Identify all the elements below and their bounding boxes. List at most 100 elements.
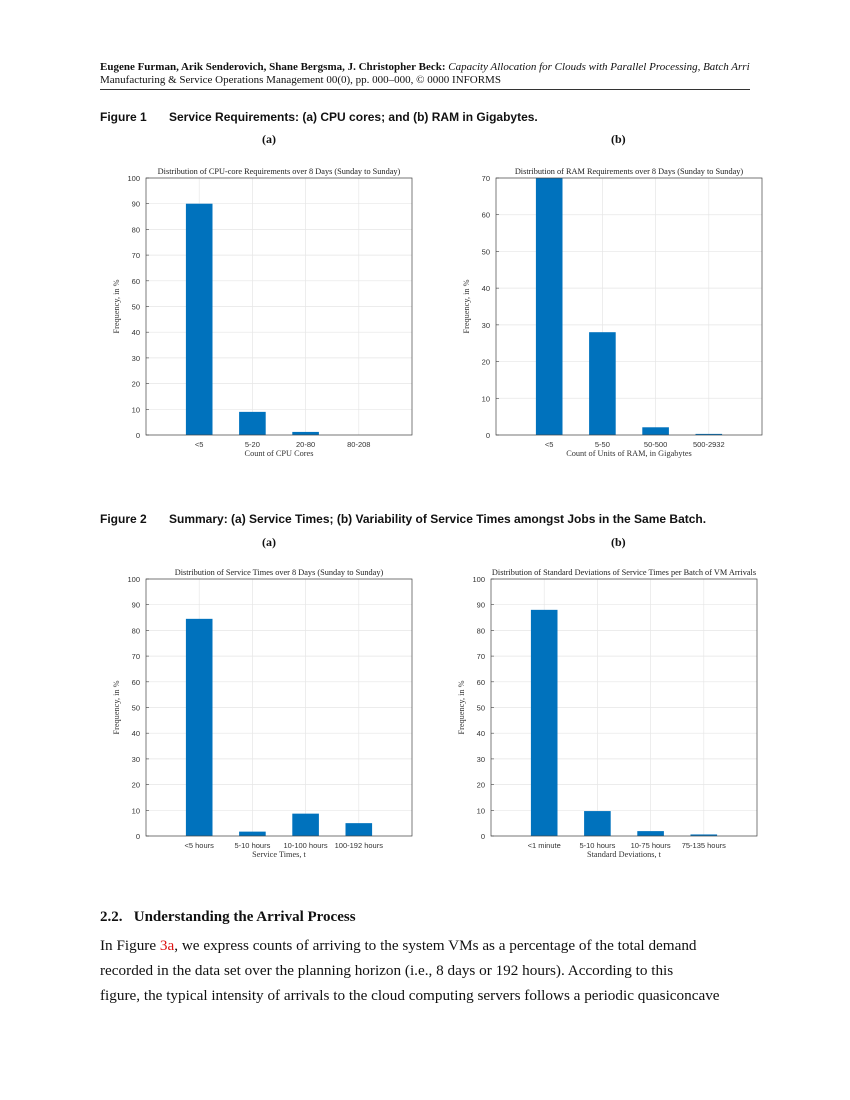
y-tick-label: 40 [132,328,140,337]
y-tick-label: 30 [132,755,140,764]
x-tick-label: 5-10 hours [234,841,270,850]
y-tick-label: 40 [477,729,485,738]
y-tick-label: 20 [482,358,490,367]
chart-title: Distribution of CPU-core Requirements ov… [158,167,401,176]
y-axis-label: Frequency, in % [457,680,466,734]
y-tick-label: 90 [132,601,140,610]
bar [292,813,319,836]
x-tick-label: 5-50 [595,440,610,449]
y-tick-label: 10 [132,405,140,414]
figure1-caption: Service Requirements: (a) CPU cores; and… [169,110,538,124]
x-tick-label: 5-10 hours [579,841,615,850]
y-tick-label: 60 [482,211,490,220]
figure2-sub-a: (a) [262,535,276,549]
y-tick-label: 0 [486,431,490,440]
section-heading: 2.2. Understanding the Arrival Process [100,909,356,926]
chart-cpu-cores: 0 10 20 30 40 50 60 70 80 90 100 <5 5-20 20-80 80-208 D… [112,167,413,458]
figure2-caption: Summary: (a) Service Times; (b) Variabil… [169,512,707,526]
x-tick-label: <5 [195,440,204,449]
bar [292,431,319,435]
x-axis-label: Count of Units of RAM, in Gigabytes [566,449,692,458]
y-tick-label: 30 [482,321,490,330]
plot-frame [495,177,763,436]
x-tick-label: <1 minute [528,841,561,850]
chart-ram: 0 10 20 30 40 50 60 70 <5 5-50 50-500 500-2932 Distr… [462,167,763,458]
paragraph-line-1: In Figure 3a, we express counts of arriv… [100,933,697,958]
figure2-label: Figure 2 [100,512,147,526]
y-axis-label: Frequency, in % [462,279,471,333]
plot-frame [145,578,413,837]
y-tick-label: 0 [136,431,140,440]
y-tick-label: 90 [477,601,485,610]
x-tick-label: <5 hours [184,841,214,850]
x-tick-label: 20-80 [296,440,315,449]
y-axis-label: Frequency, in % [112,279,121,333]
y-tick-label: 40 [482,284,490,293]
paragraph-line-3: figure, the typical intensity of arrival… [100,987,720,1004]
section-title: Understanding the Arrival Process [133,909,356,925]
y-tick-label: 70 [477,652,485,661]
chart-title: Distribution of Standard Deviations of S… [492,568,756,577]
x-tick-label: 5-20 [245,440,260,449]
header-rule [100,89,750,90]
y-tick-label: 50 [132,303,140,312]
x-axis-label: Standard Deviations, t [587,850,662,859]
y-tick-label: 80 [132,225,140,234]
x-tick-label: 50-500 [644,440,667,449]
chart-title: Distribution of Service Times over 8 Day… [175,568,384,577]
x-tick-label: 500-2932 [693,440,725,449]
x-tick-label: 80-208 [347,440,370,449]
x-axis-label: Count of CPU Cores [245,449,314,458]
chart-title: Distribution of RAM Requirements over 8 … [515,167,744,176]
y-tick-label: 100 [472,575,485,584]
y-tick-label: 60 [477,678,485,687]
y-tick-label: 90 [132,200,140,209]
y-tick-label: 80 [132,626,140,635]
bar [239,831,266,836]
bar [345,823,373,836]
bar [589,332,616,435]
y-tick-label: 20 [132,781,140,790]
bar [239,411,266,435]
y-tick-label: 30 [477,755,485,764]
y-tick-label: 10 [477,806,485,815]
bar [535,178,563,435]
plot-frame [490,578,758,837]
y-tick-label: 60 [132,678,140,687]
plot-frame [145,177,413,436]
y-tick-label: 30 [132,354,140,363]
y-tick-label: 10 [132,806,140,815]
y-tick-label: 60 [132,277,140,286]
bar [690,834,718,836]
x-tick-label: 100-192 hours [335,841,384,850]
text: , we express counts of arriving to the s… [174,937,697,954]
figure-3a-link[interactable]: 3a [159,937,175,954]
y-tick-label: 10 [482,394,490,403]
figure2-sub-b: (b) [611,535,626,549]
header-journal: Manufacturing & Service Operations Manag… [100,74,501,86]
y-tick-label: 100 [127,575,140,584]
y-tick-label: 70 [132,652,140,661]
y-tick-label: 20 [477,781,485,790]
chart-std-deviations: 0 10 20 30 40 50 60 70 80 90 100 <1 minute 5-10 hour… [457,568,758,859]
x-axis-label: Service Times, t [252,850,306,859]
y-tick-label: 50 [482,247,490,256]
figure1-sub-b: (b) [611,132,626,146]
x-tick-label: 10-75 hours [631,841,671,850]
header-authors: Eugene Furman, Arik Senderovich, Shane B… [100,61,446,73]
y-tick-label: 70 [482,174,490,183]
chart-service-times: 0 10 20 30 40 50 60 70 80 90 100 <5 hours 5-10 hours… [112,568,413,859]
header-title: Capacity Allocation for Clouds with Para… [448,61,750,73]
bar [530,609,558,836]
y-tick-label: 40 [132,729,140,738]
running-header: Eugene Furman, Arik Senderovich, Shane B… [100,61,750,74]
bar [695,433,723,435]
figure1-label: Figure 1 [100,110,147,124]
bar [642,427,669,435]
figure1-sub-a: (a) [262,132,276,146]
x-tick-label: 75-135 hours [682,841,726,850]
bar [185,203,213,435]
y-tick-label: 0 [481,832,485,841]
x-tick-label: <5 [545,440,554,449]
